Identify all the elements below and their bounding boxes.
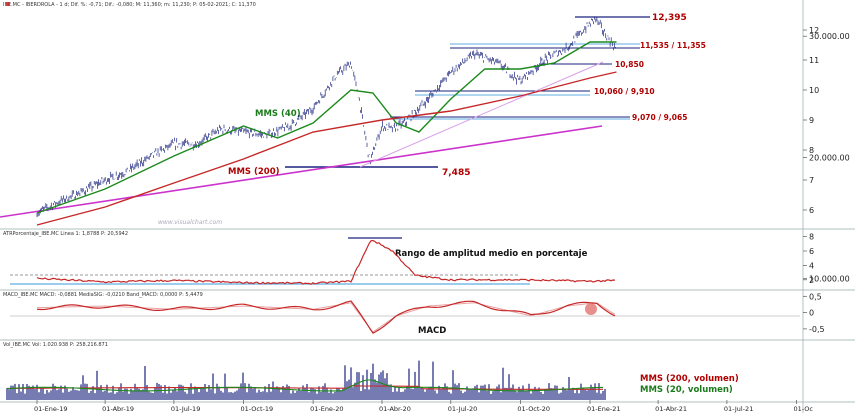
vol-y-tick-label: 20.000.00 bbox=[809, 153, 850, 162]
macd-y-tick-label: -0,5 bbox=[809, 325, 825, 334]
watermark: www.visualchart.com bbox=[158, 219, 222, 226]
x-tick-label: 01-Abr-20 bbox=[379, 405, 411, 413]
macd-line bbox=[36, 300, 616, 334]
price-panel: 12,395 11,535 / 11,355 10,850 10,060 / 9… bbox=[0, 13, 706, 226]
vol-mms200-line bbox=[7, 385, 603, 390]
volume-panel: MMS (200, volumen) MMS (20, volumen) bbox=[640, 374, 739, 395]
level-label-9070: 9,070 / 9,065 bbox=[632, 113, 687, 122]
level-label-7485: 7,485 bbox=[442, 168, 470, 178]
vol-header-info: Vol_IBE.MC Vol: 1.020.938 P: 258.216.871 bbox=[3, 342, 108, 348]
short-term-trendline bbox=[359, 61, 604, 168]
atr-y-tick-label: 4 bbox=[809, 261, 814, 270]
atr-y-tick-label: 6 bbox=[809, 247, 814, 256]
x-tick-label: 01-Oc bbox=[794, 405, 814, 413]
x-tick-label: 01-Abr-19 bbox=[102, 405, 134, 413]
price-y-tick-label: 10 bbox=[809, 86, 819, 95]
macd-signal-line bbox=[36, 302, 616, 333]
y-axis-ticks: 6 7 8 9 10 11 12 2 4 6 8 0,5 0 -0,5 10.000.00 20.000.00… bbox=[803, 26, 850, 334]
macd-highlight-circle bbox=[585, 303, 597, 315]
price-bars bbox=[36, 16, 616, 218]
price-y-tick-label: 8 bbox=[809, 146, 814, 155]
x-tick-label: 01-Jul-21 bbox=[724, 405, 753, 413]
x-tick-label: 01-Jul-20 bbox=[448, 405, 477, 413]
atr-panel: Rango de amplitud medio en porcentaje bbox=[10, 237, 588, 285]
vol-mms20-label: MMS (20, volumen) bbox=[640, 385, 733, 395]
macd-panel: MACD bbox=[10, 303, 800, 336]
atr-series bbox=[36, 239, 616, 285]
volume-averages bbox=[6, 379, 603, 392]
mms200-line bbox=[36, 71, 617, 226]
x-tick-label: 01-Jul-19 bbox=[171, 405, 200, 413]
mms200-label: MMS (200) bbox=[228, 167, 280, 177]
level-label-11535: 11,535 / 11,355 bbox=[640, 41, 706, 50]
level-label-12395: 12,395 bbox=[652, 13, 687, 23]
macd-series bbox=[36, 300, 616, 334]
price-y-tick-label: 11 bbox=[809, 56, 819, 65]
price-y-tick-label: 12 bbox=[809, 26, 819, 35]
macd-y-tick-label: 0,5 bbox=[809, 292, 822, 301]
macd-y-tick-label: 0 bbox=[809, 309, 814, 318]
x-tick-label: 01-Ene-20 bbox=[310, 405, 343, 413]
price-y-tick-label: 9 bbox=[809, 116, 814, 125]
vol-mms200-label: MMS (200, volumen) bbox=[640, 374, 739, 384]
atr-title: Rango de amplitud medio en porcentaje bbox=[395, 249, 588, 259]
macd-title: MACD bbox=[418, 326, 446, 336]
x-tick-label: 01-Ene-19 bbox=[34, 405, 67, 413]
x-tick-label: 01-Oct-20 bbox=[517, 405, 550, 413]
atr-line bbox=[36, 239, 616, 285]
x-tick-label: 01-Ene-21 bbox=[587, 405, 620, 413]
atr-header-info: ATRPorcentaje_IBE.MC Linea 1: 1,8788 P: … bbox=[3, 231, 128, 237]
atr-y-tick-label: 8 bbox=[809, 233, 814, 242]
level-label-10060: 10,060 / 9,910 bbox=[594, 87, 655, 96]
price-header-info: IBE.MC - IBERDROLA - 1 d; Dif. %: -0,71;… bbox=[3, 2, 256, 8]
mms40-label: MMS (40) bbox=[255, 109, 301, 119]
level-label-10850: 10,850 bbox=[615, 60, 644, 69]
vol-y-tick-label: 10.000.00 bbox=[809, 275, 850, 284]
x-axis-ticks: 01-Ene-19 01-Abr-19 01-Jul-19 01-Oct-19 01-E… bbox=[34, 400, 813, 413]
header-markers bbox=[6, 2, 10, 6]
atr-y-tick-label: 2 bbox=[809, 276, 814, 285]
macd-header-info: MACD_IBE.MC MACD: -0,0881 MediaSIG: -0,0… bbox=[3, 292, 203, 298]
price-y-tick-label: 6 bbox=[809, 206, 814, 215]
vol-y-tick-label: 30.000.00 bbox=[809, 32, 850, 41]
price-y-tick-label: 7 bbox=[809, 176, 814, 185]
long-term-trendline bbox=[0, 125, 603, 218]
x-tick-label: 01-Oct-19 bbox=[241, 405, 274, 413]
vol-mms20-line bbox=[6, 379, 603, 392]
mms40-line bbox=[36, 41, 617, 214]
x-tick-label: 01-Abr-21 bbox=[655, 405, 687, 413]
price-series bbox=[36, 16, 617, 226]
